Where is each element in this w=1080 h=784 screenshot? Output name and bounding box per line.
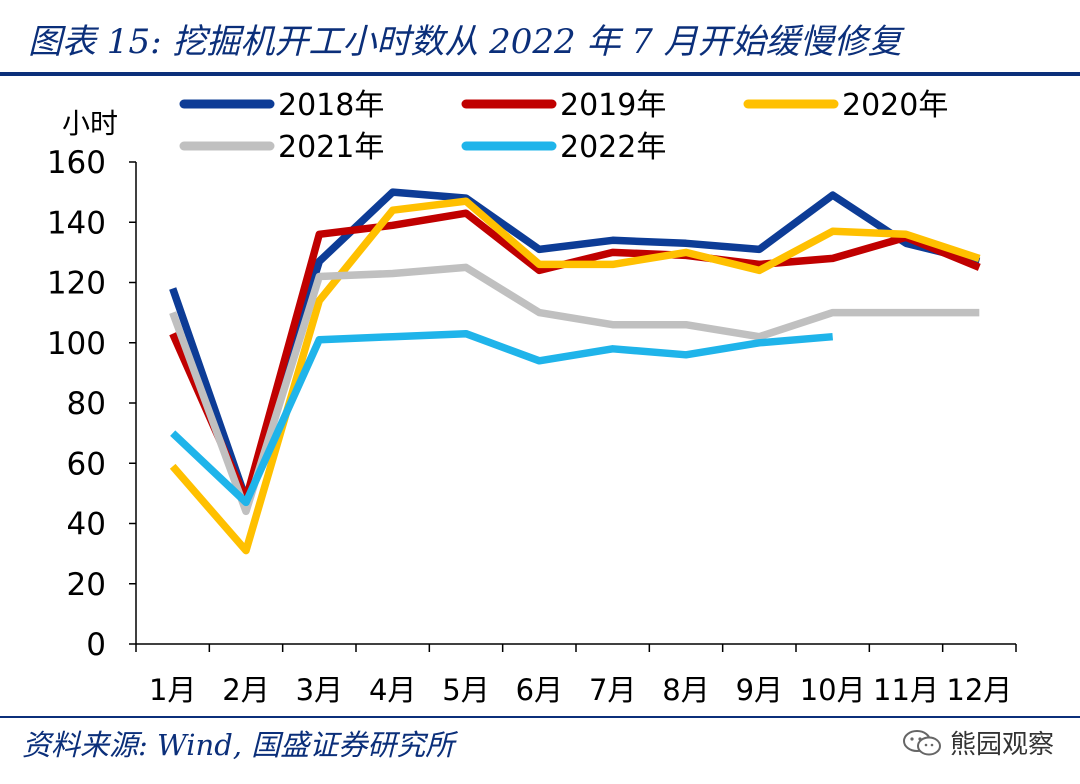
x-tick-label: 10月: [800, 673, 866, 707]
x-tick-label: 9月: [736, 673, 783, 707]
y-tick-label: 80: [67, 386, 106, 422]
legend-item: 2018年: [179, 88, 384, 123]
chat-bubble-icon: [902, 729, 941, 755]
series-lines: [169, 188, 981, 555]
title-rule: [0, 72, 1080, 76]
x-tick-label: 5月: [442, 673, 489, 707]
x-tick-label: 1月: [149, 673, 196, 707]
y-unit-label: 小时: [62, 107, 118, 140]
watermark: 熊园观察: [902, 724, 1054, 761]
legend-item: 2019年: [461, 88, 666, 123]
watermark-label: 熊园观察: [949, 730, 1054, 760]
series-line: [169, 263, 980, 516]
y-tick-label: 20: [67, 567, 106, 603]
legend-item: 2021年: [179, 130, 384, 165]
x-tick-label: 6月: [516, 673, 563, 707]
y-tick-label: 120: [47, 266, 106, 302]
line-chart: 2018年 2019年 2020年 2021年 2022年 小时 0 20 40 60 80 10…: [47, 88, 1017, 707]
x-tick-label: 2月: [222, 673, 269, 707]
source-note: 资料来源: Wind, 国盛证券研究所: [22, 728, 455, 762]
x-tick-label: 4月: [369, 673, 416, 707]
x-tick-label: 7月: [589, 673, 636, 707]
footer-rule: [0, 716, 1080, 718]
legend: 2018年 2019年 2020年 2021年 2022年: [179, 88, 948, 165]
y-tick-label: 100: [47, 326, 106, 362]
x-tick-label: 12月: [946, 673, 1012, 707]
y-tick-label: 0: [86, 627, 106, 663]
legend-label: 2020年: [842, 88, 948, 123]
axes: 0 20 40 60 80 100 120 140 160 1月 2月 3月 4月 5月 6月 7月 8月 9月 1…: [47, 145, 1017, 707]
y-tick-label: 60: [67, 446, 106, 482]
legend-label: 2021年: [278, 130, 384, 165]
series-line: [169, 197, 981, 555]
legend-label: 2018年: [278, 88, 384, 123]
series-line: [169, 188, 981, 504]
legend-label: 2019年: [560, 88, 666, 123]
y-tick-label: 160: [47, 145, 106, 181]
y-tick-label: 140: [47, 205, 106, 241]
x-tick-label: 11月: [873, 673, 939, 707]
legend-item: 2020年: [743, 88, 948, 123]
x-tick-label: 3月: [296, 673, 343, 707]
y-tick-label: 40: [67, 507, 106, 543]
figure-title: 图表 15: 挖掘机开工小时数从 2022 年 7 月开始缓慢修复: [28, 22, 902, 62]
series-line: [170, 329, 834, 507]
x-tick-label: 8月: [662, 673, 709, 707]
legend-item: 2022年: [461, 130, 666, 165]
legend-label: 2022年: [560, 130, 666, 165]
